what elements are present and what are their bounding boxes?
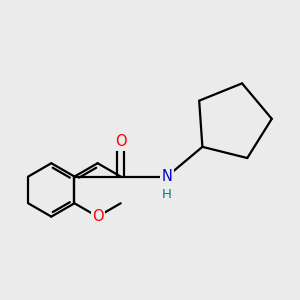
Text: O: O <box>92 209 103 224</box>
Text: N: N <box>161 169 172 184</box>
Text: H: H <box>162 188 172 201</box>
Text: O: O <box>115 134 127 149</box>
